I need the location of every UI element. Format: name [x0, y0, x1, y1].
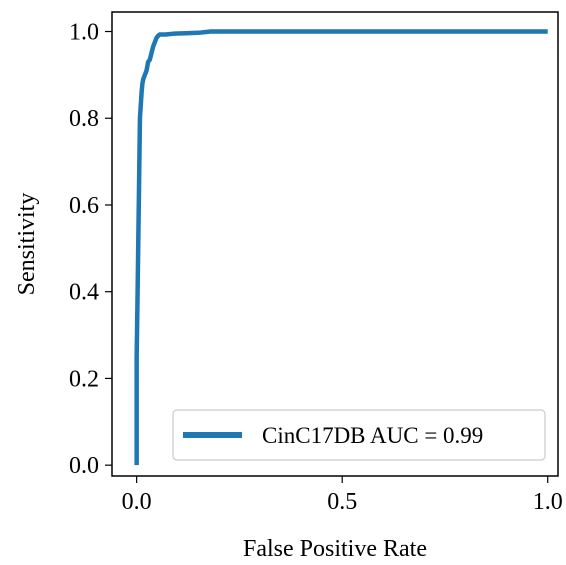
plot-area — [112, 12, 558, 476]
legend: CinC17DB AUC = 0.99 — [172, 409, 546, 461]
x-tick-label: 0.0 — [122, 489, 152, 515]
x-tick-label: 1.0 — [533, 489, 563, 515]
legend-label: CinC17DB AUC = 0.99 — [262, 423, 483, 448]
y-tick-label: 1.0 — [69, 20, 99, 46]
legend-box — [172, 409, 546, 461]
y-axis-label: Sensitivity — [14, 193, 40, 296]
x-axis-label: False Positive Rate — [243, 536, 427, 560]
series-layer — [134, 29, 548, 466]
y-tick-label: 0.8 — [69, 106, 99, 132]
x-axis: 0.0 0.5 1.0 — [122, 476, 563, 515]
roc-curve-line — [134, 29, 548, 466]
plot-frame — [111, 11, 559, 477]
y-tick-label: 0.2 — [69, 366, 99, 392]
y-tick-label: 0.6 — [69, 193, 99, 219]
y-axis: 0.0 0.2 0.4 0.6 0.8 1.0 — [69, 20, 112, 479]
y-tick-label: 0.0 — [69, 453, 99, 479]
x-tick-label: 0.5 — [327, 489, 357, 515]
y-tick-label: 0.4 — [69, 280, 99, 306]
